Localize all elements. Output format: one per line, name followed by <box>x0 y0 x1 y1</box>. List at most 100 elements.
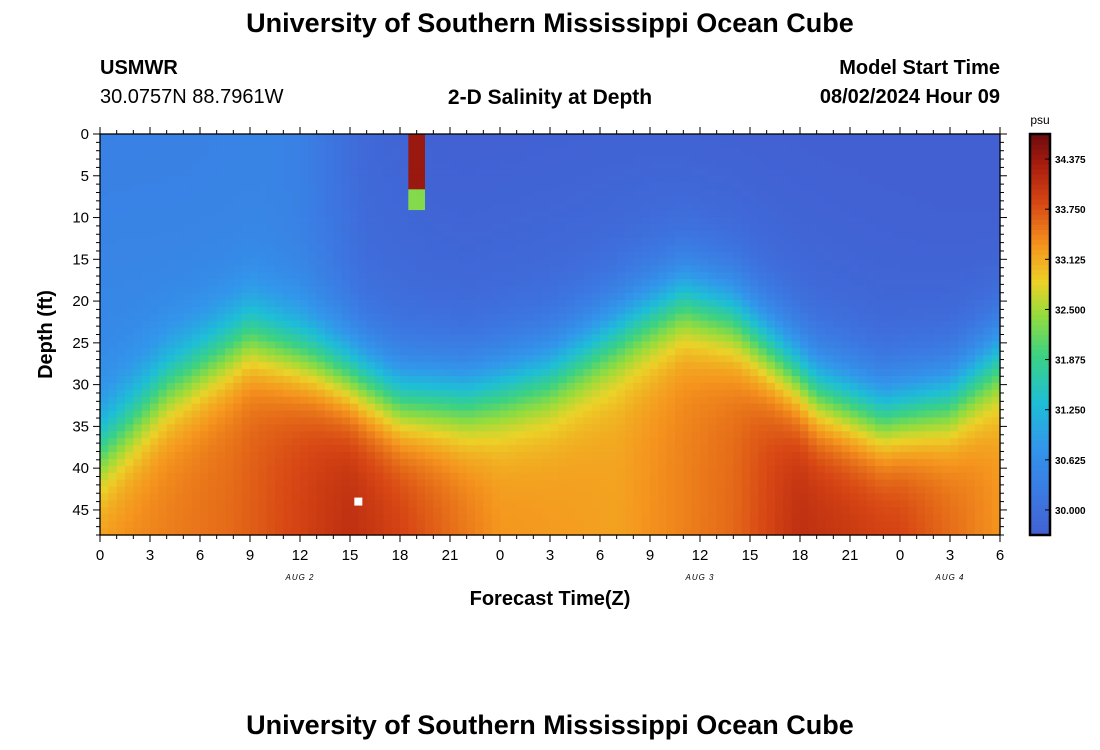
heatmap-cell <box>675 223 684 232</box>
heatmap-cell <box>800 306 809 315</box>
heatmap-cell <box>175 431 184 439</box>
heatmap-cell <box>291 258 301 266</box>
heatmap-cell <box>291 465 301 474</box>
heatmap-cell <box>666 458 676 467</box>
heatmap-cell <box>383 362 393 370</box>
heatmap-cell <box>658 375 668 384</box>
heatmap-cell <box>191 362 201 370</box>
heatmap-cell <box>491 500 501 508</box>
heatmap-cell <box>591 147 601 156</box>
heatmap-cell <box>358 168 368 177</box>
heatmap-cell <box>658 320 668 329</box>
heatmap-cell <box>175 417 184 425</box>
heatmap-cell <box>716 424 726 432</box>
heatmap-cell <box>283 272 293 280</box>
heatmap-cell <box>258 521 268 529</box>
heatmap-cell <box>725 189 734 197</box>
heatmap-cell <box>608 355 618 363</box>
heatmap-cell <box>183 216 193 225</box>
heatmap-cell <box>266 237 276 246</box>
heatmap-cell <box>366 265 376 273</box>
heatmap-cell <box>258 134 268 142</box>
heatmap-cell <box>583 279 593 287</box>
heatmap-cell <box>225 134 234 142</box>
heatmap-cell <box>216 293 226 301</box>
heatmap-cell <box>116 327 126 336</box>
heatmap-cell <box>666 244 676 253</box>
heatmap-cell <box>125 272 134 280</box>
heatmap-cell <box>616 465 626 474</box>
heatmap-cell <box>200 369 209 377</box>
heatmap-cell <box>200 189 209 197</box>
heatmap-cell <box>125 216 134 225</box>
heatmap-cell <box>791 369 801 377</box>
heatmap-cell <box>233 147 243 156</box>
heatmap-cell <box>258 237 268 246</box>
heatmap-cell <box>375 293 384 301</box>
heatmap-cell <box>650 265 659 273</box>
heatmap-cell <box>116 203 126 211</box>
heatmap-cell <box>800 265 809 273</box>
heatmap-cell <box>808 223 818 232</box>
heatmap-cell <box>158 140 168 149</box>
heatmap-cell <box>700 410 709 419</box>
heatmap-cell <box>750 168 759 177</box>
heatmap-cell <box>791 293 801 301</box>
heatmap-cell <box>616 140 626 149</box>
heatmap-cell <box>708 472 718 481</box>
heatmap-cell <box>700 403 709 412</box>
heatmap-cell <box>708 189 718 197</box>
heatmap-cell <box>783 313 793 322</box>
heatmap-cell <box>283 279 293 287</box>
heatmap-cell <box>433 493 443 502</box>
heatmap-cell <box>333 299 343 308</box>
heatmap-cell <box>191 348 201 356</box>
heatmap-cell <box>266 147 276 156</box>
heatmap-cell <box>391 479 401 488</box>
heatmap-cell <box>741 507 751 515</box>
heatmap-cell <box>575 244 584 253</box>
heatmap-cell <box>391 465 401 474</box>
heatmap-cell <box>725 486 734 495</box>
heatmap-cell <box>175 327 184 336</box>
heatmap-cell <box>541 279 551 287</box>
heatmap-cell <box>141 168 151 177</box>
heatmap-cell <box>750 182 759 190</box>
heatmap-cell <box>575 299 584 308</box>
heatmap-cell <box>266 154 276 163</box>
heatmap-cell <box>333 472 343 481</box>
heatmap-cell <box>516 445 526 453</box>
heatmap-cell <box>683 210 693 218</box>
heatmap-cell <box>108 223 118 232</box>
heatmap-cell <box>208 382 218 391</box>
heatmap-cell <box>483 514 493 522</box>
heatmap-cell <box>708 382 718 391</box>
heatmap-cell <box>441 445 451 453</box>
heatmap-cell <box>683 230 693 239</box>
heatmap-cell <box>158 369 168 377</box>
heatmap-cell <box>441 175 451 183</box>
heatmap-cell <box>333 237 343 246</box>
heatmap-cell <box>400 161 409 170</box>
heatmap-cell <box>666 396 676 405</box>
heatmap-cell <box>333 334 343 343</box>
heatmap-cell <box>116 431 126 439</box>
heatmap-cell <box>758 493 768 502</box>
heatmap-cell <box>383 306 393 315</box>
heatmap-cell <box>100 334 109 343</box>
heatmap-cell <box>216 237 226 246</box>
heatmap-cell <box>541 452 551 460</box>
heatmap-cell <box>516 528 526 536</box>
heatmap-cell <box>658 147 668 156</box>
heatmap-cell <box>266 479 276 488</box>
heatmap-cell <box>541 320 551 329</box>
heatmap-cell <box>466 293 476 301</box>
heatmap-cell <box>216 500 226 508</box>
heatmap-cell <box>508 465 518 474</box>
heatmap-cell <box>675 528 684 536</box>
heatmap-cell <box>291 293 301 301</box>
heatmap-cell <box>108 458 118 467</box>
heatmap-cell <box>366 410 376 419</box>
heatmap-cell <box>358 486 368 495</box>
heatmap-cell <box>683 486 693 495</box>
